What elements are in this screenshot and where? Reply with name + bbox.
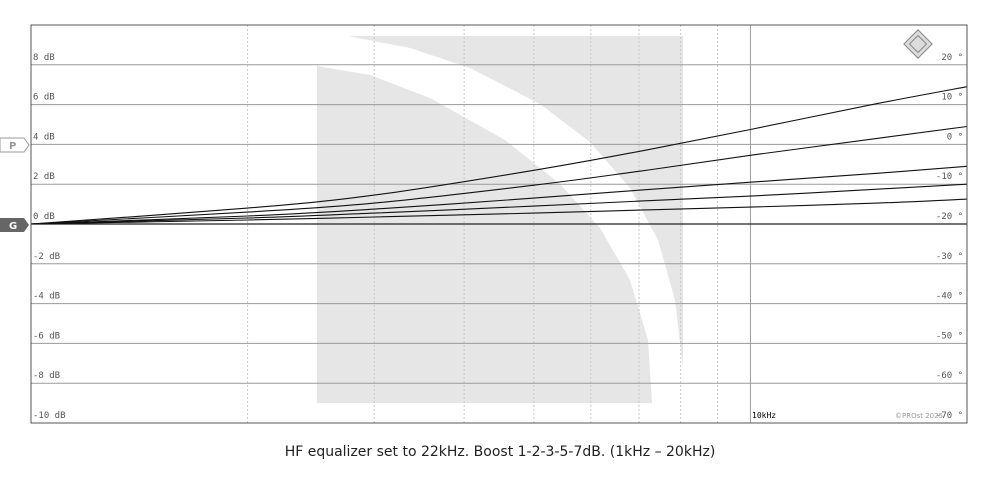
response-curves	[30, 86, 968, 225]
response-curve	[30, 86, 968, 225]
y-tick-label: 4 dB	[33, 132, 55, 142]
y2-tick-label: -40 °	[936, 292, 963, 302]
y2-tick-label: -20 °	[936, 212, 963, 222]
p-marker: P	[0, 137, 30, 153]
chart-caption: HF equalizer set to 22kHz. Boost 1-2-3-5…	[284, 444, 716, 460]
y2-tick-label: 20 °	[941, 53, 963, 63]
y-tick-label: -10 dB	[33, 411, 66, 421]
y-tick-label: -4 dB	[33, 292, 60, 302]
y-tick-label: -8 dB	[33, 371, 60, 381]
y-tick-label: -2 dB	[33, 252, 60, 262]
y-tick-label: 0 dB	[33, 212, 55, 222]
copyright-text: ©PROst 2025	[895, 412, 943, 420]
response-curve	[30, 183, 968, 225]
y-axis-ticks: 8 dB 6 dB 4 dB 2 dB 0 dB -2 dB -4 dB -6 dB -8 dB…	[33, 53, 66, 421]
response-curve	[30, 125, 968, 225]
response-curve	[30, 165, 968, 225]
watermark-logo	[317, 36, 683, 403]
y2-tick-label: 0 °	[947, 132, 963, 142]
y2-tick-label: -60 °	[936, 371, 963, 381]
y2-tick-label: 10 °	[941, 93, 963, 103]
y2-tick-label: -70 °	[936, 411, 963, 421]
g-marker: G	[0, 218, 29, 232]
y2-tick-label: -50 °	[936, 331, 963, 341]
frequency-response-chart: 8 dB 6 dB 4 dB 2 dB 0 dB -2 dB -4 dB -6 dB -8 dB…	[0, 24, 968, 424]
major-gridlines	[31, 25, 967, 423]
y2-axis-ticks: 20 ° 10 ° 0 ° -10 ° -20 ° -30 ° -40 ° -50 ° -60 …	[936, 53, 963, 421]
y-tick-label: 2 dB	[33, 172, 55, 182]
g-marker-label: G	[9, 221, 17, 232]
x-tick-label-10khz: 10kHz	[752, 411, 776, 420]
rs-logo-icon	[903, 29, 933, 59]
p-marker-label: P	[9, 141, 16, 152]
y-tick-label: 6 dB	[33, 93, 55, 103]
response-curve	[30, 198, 968, 225]
y-tick-label: -6 dB	[33, 331, 60, 341]
plot-frame	[30, 24, 968, 424]
y2-tick-label: -10 °	[936, 172, 963, 182]
y2-tick-label: -30 °	[936, 252, 963, 262]
y-tick-label: 8 dB	[33, 53, 55, 63]
